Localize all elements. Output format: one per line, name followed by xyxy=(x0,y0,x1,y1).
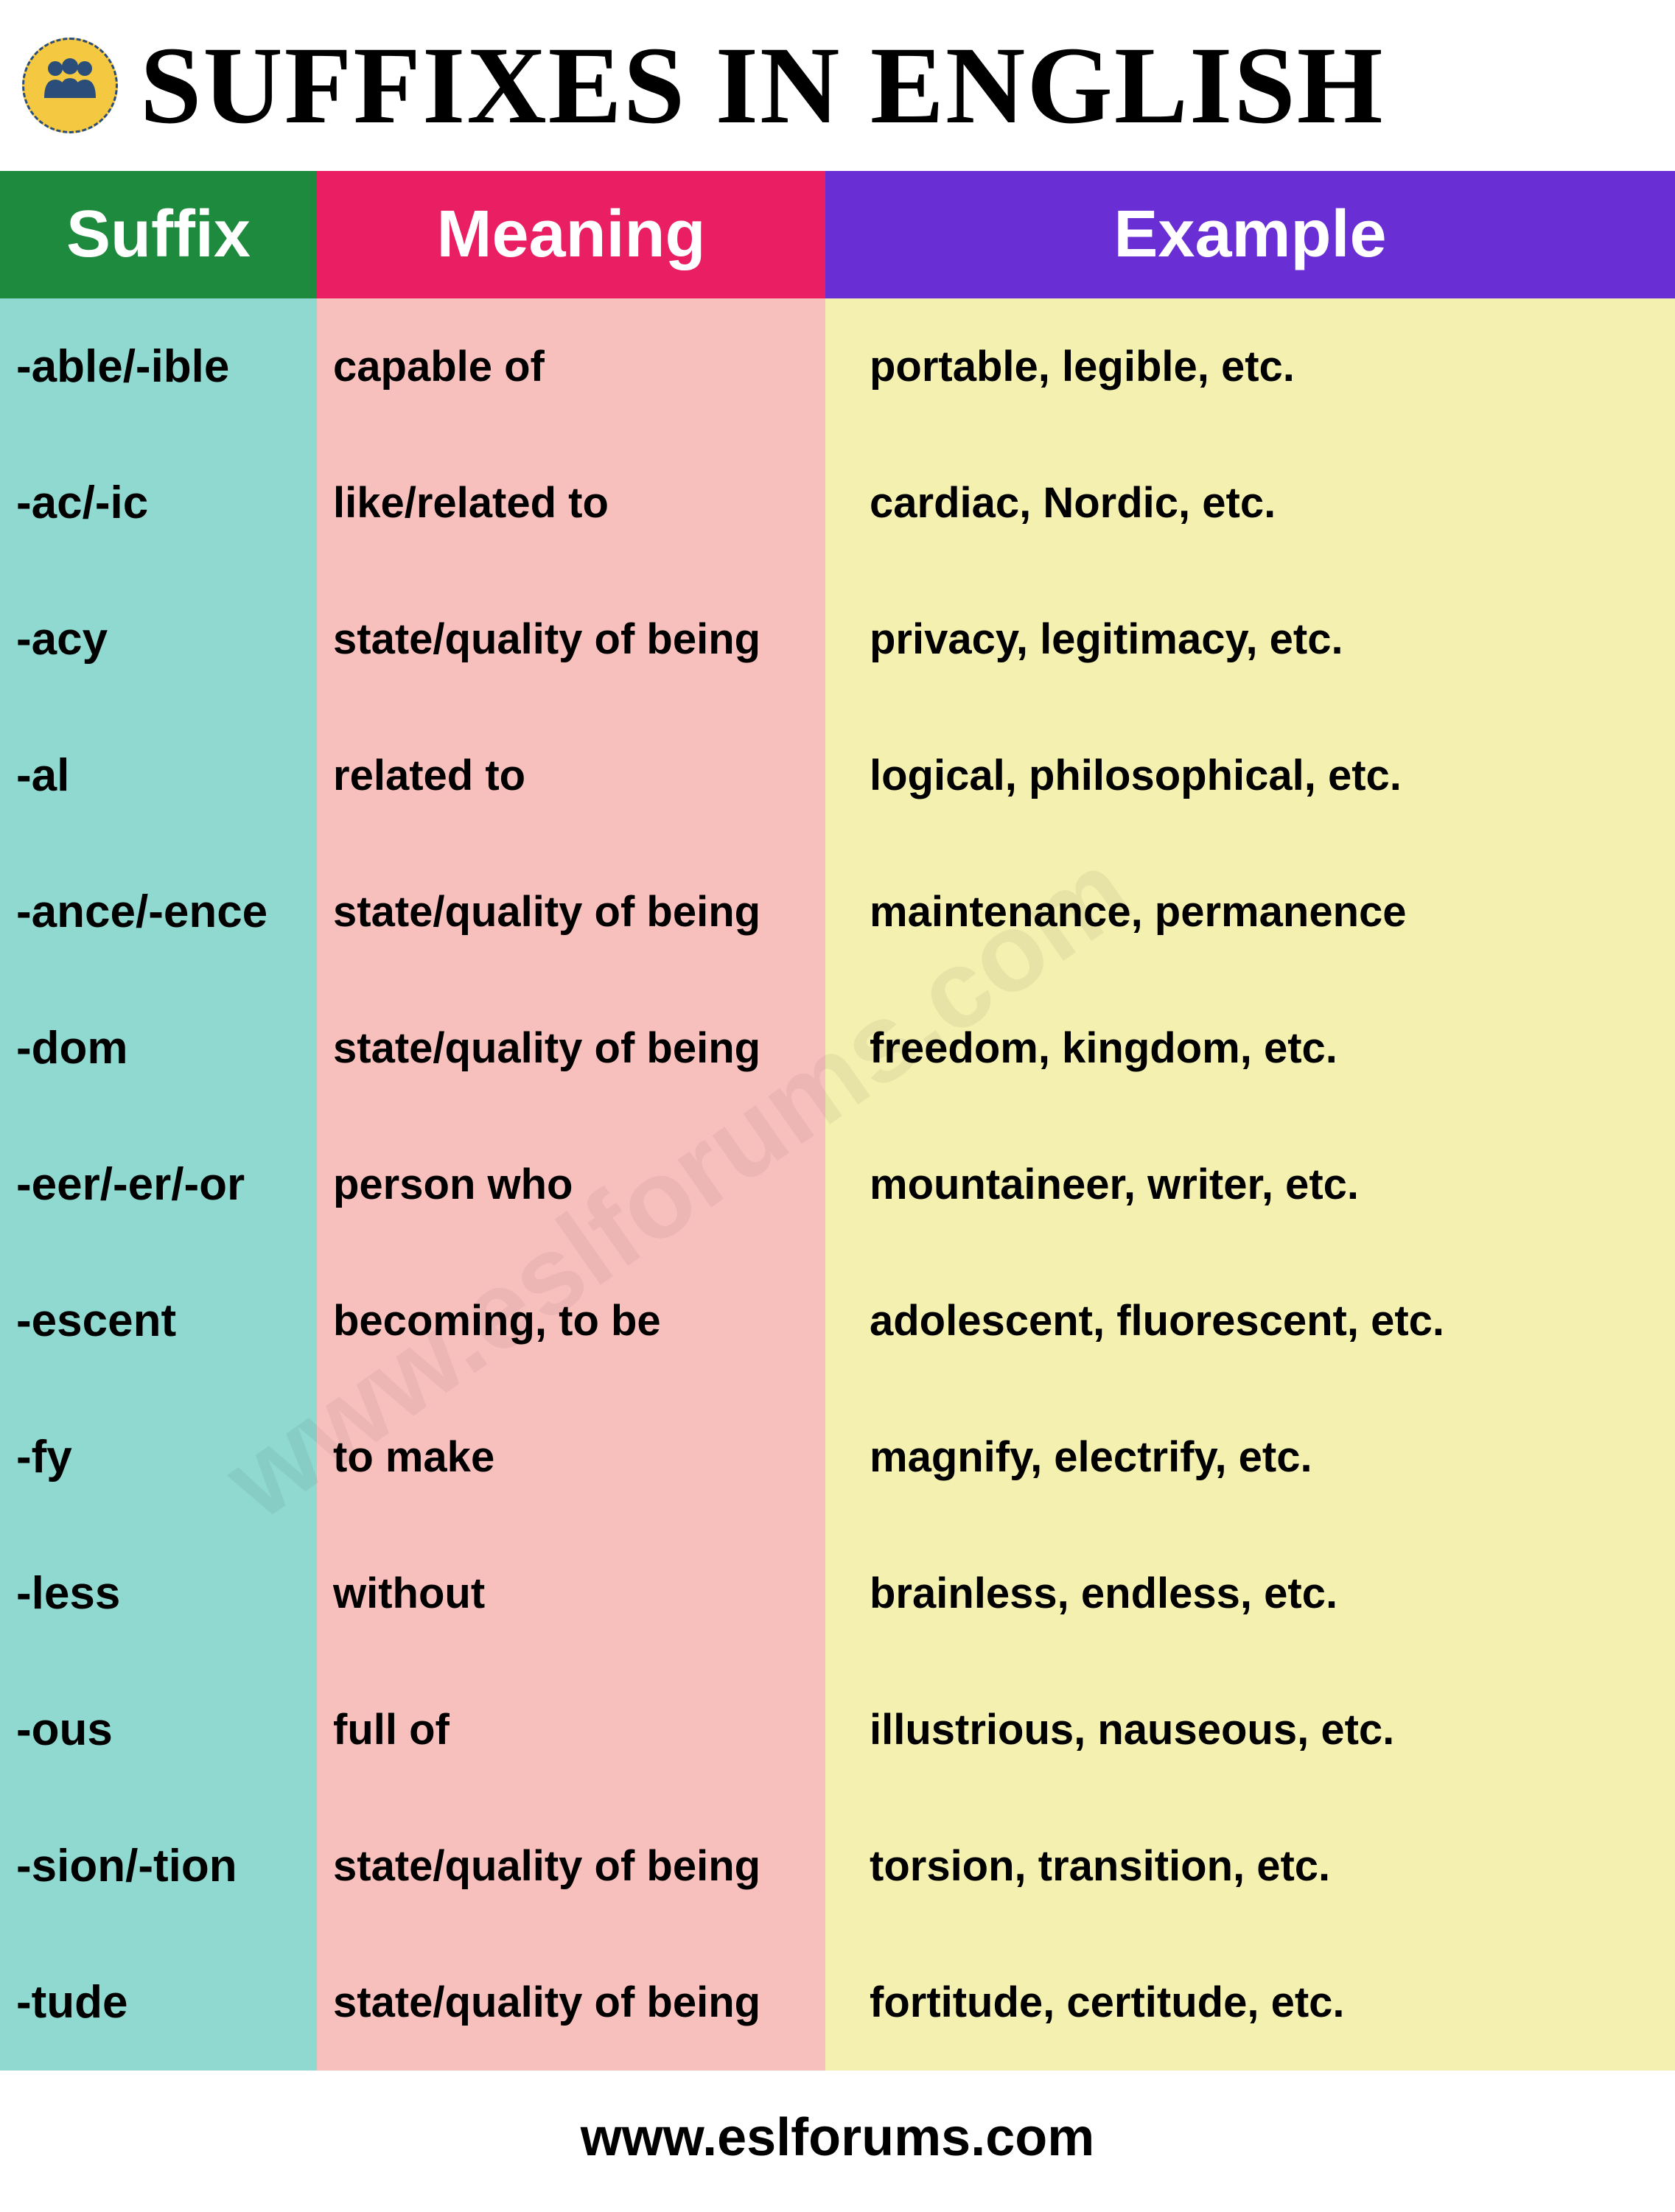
suffix-cell: -al xyxy=(0,707,317,844)
example-cell: mountaineer, writer, etc. xyxy=(825,1116,1675,1253)
example-cell: adolescent, fluorescent, etc. xyxy=(825,1253,1675,1389)
example-cell: maintenance, permanence xyxy=(825,844,1675,980)
col-suffix: -able/-ible-ac/-ic-acy-al-ance/-ence-dom… xyxy=(0,298,317,2071)
meaning-cell: to make xyxy=(317,1389,825,1525)
meaning-cell: related to xyxy=(317,707,825,844)
meaning-cell: full of xyxy=(317,1662,825,1798)
footer-url: www.eslforums.com xyxy=(0,2071,1675,2212)
header-example: Example xyxy=(825,171,1675,298)
meaning-cell: like/related to xyxy=(317,435,825,571)
suffix-table: Suffix Meaning Example -able/-ible-ac/-i… xyxy=(0,171,1675,2071)
page-title: SUFFIXES IN ENGLISH xyxy=(140,22,1384,149)
example-cell: brainless, endless, etc. xyxy=(825,1525,1675,1662)
col-example: portable, legible, etc.cardiac, Nordic, … xyxy=(825,298,1675,2071)
suffix-cell: -sion/-tion xyxy=(0,1798,317,1934)
suffix-cell: -ac/-ic xyxy=(0,435,317,571)
example-cell: logical, philosophical, etc. xyxy=(825,707,1675,844)
people-icon xyxy=(41,56,99,115)
meaning-cell: state/quality of being xyxy=(317,980,825,1116)
suffix-cell: -ous xyxy=(0,1662,317,1798)
suffix-cell: -able/-ible xyxy=(0,298,317,435)
example-cell: cardiac, Nordic, etc. xyxy=(825,435,1675,571)
suffix-cell: -ance/-ence xyxy=(0,844,317,980)
example-cell: privacy, legitimacy, etc. xyxy=(825,571,1675,707)
suffix-cell: -eer/-er/-or xyxy=(0,1116,317,1253)
meaning-cell: state/quality of being xyxy=(317,571,825,707)
col-meaning: capable oflike/related tostate/quality o… xyxy=(317,298,825,2071)
header-suffix: Suffix xyxy=(0,171,317,298)
suffix-cell: -tude xyxy=(0,1934,317,2071)
suffix-cell: -escent xyxy=(0,1253,317,1389)
example-cell: fortitude, certitude, etc. xyxy=(825,1934,1675,2071)
meaning-cell: capable of xyxy=(317,298,825,435)
page: SUFFIXES IN ENGLISH Suffix Meaning Examp… xyxy=(0,0,1675,2212)
suffix-cell: -acy xyxy=(0,571,317,707)
example-cell: portable, legible, etc. xyxy=(825,298,1675,435)
suffix-cell: -dom xyxy=(0,980,317,1116)
header-meaning: Meaning xyxy=(317,171,825,298)
example-cell: illustrious, nauseous, etc. xyxy=(825,1662,1675,1798)
meaning-cell: person who xyxy=(317,1116,825,1253)
meaning-cell: becoming, to be xyxy=(317,1253,825,1389)
meaning-cell: without xyxy=(317,1525,825,1662)
example-cell: torsion, transition, etc. xyxy=(825,1798,1675,1934)
suffix-cell: -fy xyxy=(0,1389,317,1525)
table-body: -able/-ible-ac/-ic-acy-al-ance/-ence-dom… xyxy=(0,298,1675,2071)
title-bar: SUFFIXES IN ENGLISH xyxy=(0,0,1675,171)
example-cell: magnify, electrify, etc. xyxy=(825,1389,1675,1525)
example-cell: freedom, kingdom, etc. xyxy=(825,980,1675,1116)
meaning-cell: state/quality of being xyxy=(317,844,825,980)
table-header-row: Suffix Meaning Example xyxy=(0,171,1675,298)
suffix-cell: -less xyxy=(0,1525,317,1662)
meaning-cell: state/quality of being xyxy=(317,1798,825,1934)
logo-badge xyxy=(22,38,118,133)
meaning-cell: state/quality of being xyxy=(317,1934,825,2071)
